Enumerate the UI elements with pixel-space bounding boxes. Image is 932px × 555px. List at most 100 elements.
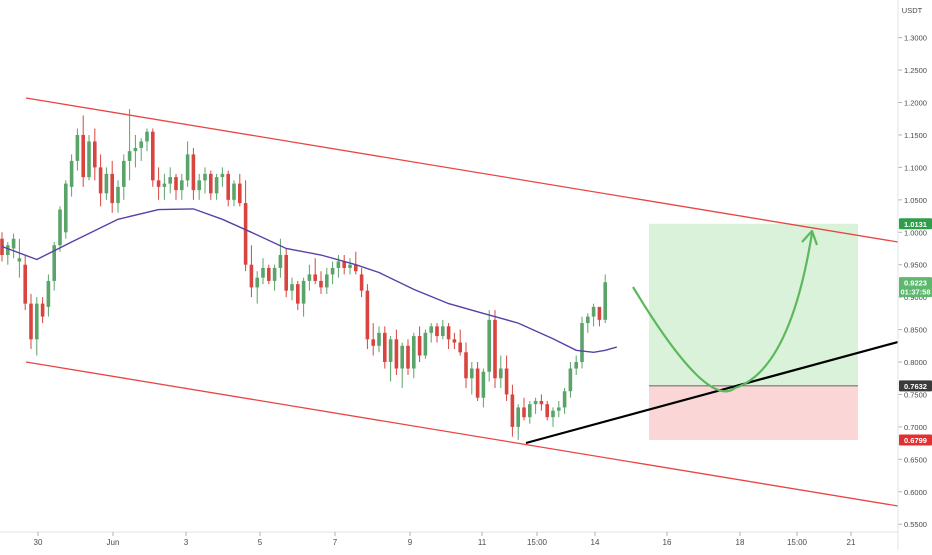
candle-body [162, 183, 167, 187]
candle-body [139, 141, 143, 148]
candle [458, 329, 462, 356]
moving-average-line [1, 208, 617, 354]
candle [35, 297, 39, 356]
candle-body [586, 316, 590, 324]
candle [464, 342, 468, 388]
candle [499, 355, 503, 388]
candle-body [87, 141, 91, 178]
stop-zone [649, 385, 858, 440]
candle [446, 323, 451, 350]
candle-body [342, 261, 346, 268]
candle-body [290, 284, 294, 291]
candle-body [156, 180, 161, 187]
candle-body [168, 177, 172, 184]
candle [348, 258, 352, 275]
candle-body [533, 400, 538, 405]
x-tick-label: 15:00 [527, 538, 548, 547]
candle [417, 326, 422, 363]
candle-body [58, 209, 62, 246]
candle [226, 170, 230, 207]
candle-body [151, 131, 155, 181]
candle-body [81, 134, 85, 178]
candle-body [412, 336, 416, 369]
price-tag: 0.6799 [899, 434, 932, 446]
price-tag-label: 1.0131 [904, 220, 927, 229]
candle [568, 362, 573, 398]
candle-body [371, 339, 375, 346]
candle [110, 160, 114, 213]
candle [551, 407, 555, 427]
candle-body [272, 267, 277, 281]
y-tick-label: 1.3000 [904, 34, 927, 43]
candle [319, 271, 323, 294]
candle-body [174, 177, 178, 191]
candle [313, 258, 317, 285]
candle [336, 254, 341, 278]
candle [261, 258, 265, 285]
candle [23, 254, 27, 311]
candle [220, 167, 225, 187]
candle [388, 336, 393, 382]
x-tick-label: 5 [258, 538, 263, 547]
price-tag-box [899, 434, 932, 446]
candle-body [284, 254, 288, 291]
candle-body [267, 267, 271, 281]
price-tag-label: 0.7632 [904, 382, 927, 391]
y-tick-label: 0.9500 [904, 261, 927, 270]
candle-body [127, 151, 132, 161]
price-tag-box [899, 277, 932, 298]
candle-body [394, 339, 399, 369]
candle [284, 248, 288, 298]
candle-body [336, 261, 341, 268]
candle [342, 254, 346, 275]
candle [75, 128, 80, 171]
price-tag-label: 0.9223 [904, 279, 927, 288]
candle-body [545, 404, 549, 418]
candle [127, 108, 132, 181]
candle [11, 233, 16, 259]
candle [435, 323, 439, 343]
candle-body [580, 323, 584, 363]
candle-body [441, 326, 445, 337]
candle-body [388, 339, 393, 363]
x-tick-label: 21 [847, 538, 856, 547]
candle-body [180, 180, 184, 191]
candle [475, 362, 480, 401]
candle-body [504, 368, 509, 395]
candle-body [307, 274, 312, 281]
candle [597, 306, 602, 327]
candle [255, 271, 259, 304]
candle-body [93, 141, 97, 168]
candle-body [232, 183, 236, 200]
candle [238, 173, 242, 207]
candle [452, 332, 457, 350]
candle [394, 329, 399, 375]
candle [209, 170, 213, 200]
candle-body [354, 264, 358, 272]
candle [232, 180, 236, 207]
x-tick-label: 16 [663, 538, 672, 547]
y-tick-label: 0.8500 [904, 326, 927, 335]
candle [533, 397, 538, 414]
candle-body [75, 134, 80, 161]
y-tick-label: 1.1500 [904, 131, 927, 140]
y-tick-label: 1.1000 [904, 163, 927, 172]
candle [214, 173, 219, 200]
risk-reward-zones [649, 223, 858, 440]
candle-body [551, 410, 555, 418]
candle-body [40, 303, 45, 317]
x-tick-label: 15:00 [787, 538, 808, 547]
candle-body [249, 264, 254, 288]
candle [412, 332, 416, 379]
candle [539, 394, 544, 411]
candle [249, 245, 254, 298]
candle-body [255, 277, 259, 288]
y-tick-label: 0.9000 [904, 293, 927, 302]
x-tick-label: 3 [184, 538, 189, 547]
projection-curve [632, 232, 814, 393]
candle-body [214, 177, 219, 194]
candle-body [417, 336, 422, 356]
y-tick-label: 0.6000 [904, 488, 927, 497]
